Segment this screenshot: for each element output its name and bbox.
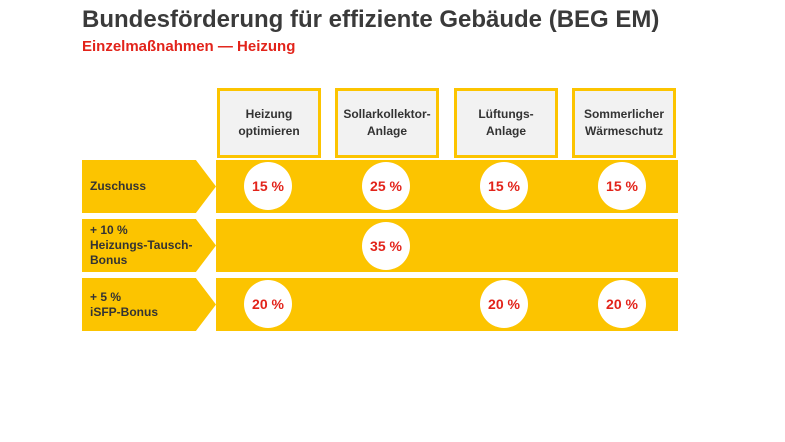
page-title: Bundesförderung für effiziente Gebäude (…	[82, 6, 660, 33]
percent-badge: 20 %	[480, 280, 528, 328]
row-band-isfp-bonus: 20 % 20 % 20 %	[216, 278, 678, 331]
column-header-lueftungs-anlage: Lüftungs- Anlage	[454, 88, 558, 158]
percent-badge: 15 %	[598, 162, 646, 210]
percent-badge: 25 %	[362, 162, 410, 210]
row-band-zuschuss: 15 % 25 % 15 % 15 %	[216, 160, 678, 213]
column-header-heizung-optimieren: Heizung optimieren	[217, 88, 321, 158]
percent-badge: 35 %	[362, 222, 410, 270]
column-header-sollarkollektor-anlage: Sollarkollektor- Anlage	[335, 88, 439, 158]
column-header-sommerlicher-waermeschutz: Sommerlicher Wärmeschutz	[572, 88, 676, 158]
row-label-heizungs-tausch-bonus: + 10 % Heizungs-Tausch- Bonus	[82, 219, 216, 272]
percent-badge: 15 %	[244, 162, 292, 210]
page-subtitle: Einzelmaßnahmen — Heizung	[82, 38, 296, 55]
row-band-heizungs-tausch-bonus: 35 %	[216, 219, 678, 272]
percent-badge: 20 %	[598, 280, 646, 328]
row-label-zuschuss: Zuschuss	[82, 160, 216, 213]
percent-badge: 20 %	[244, 280, 292, 328]
percent-badge: 15 %	[480, 162, 528, 210]
row-label-isfp-bonus: + 5 % iSFP-Bonus	[82, 278, 216, 331]
